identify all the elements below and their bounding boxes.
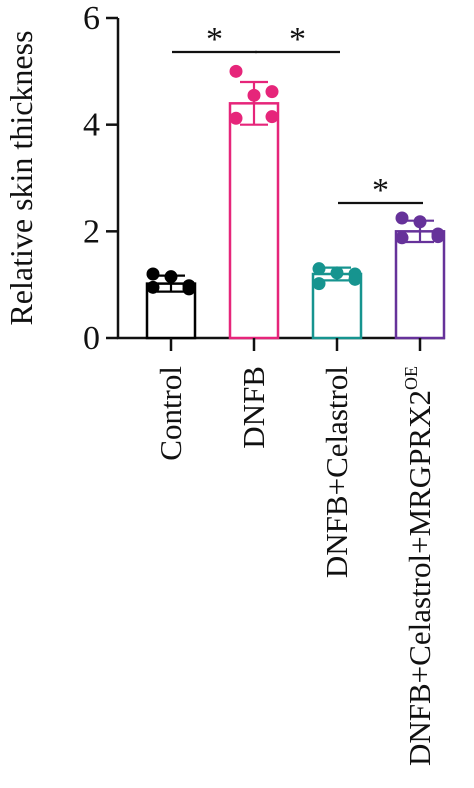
y-tick-label: 2 [83, 213, 100, 250]
x-tick-label: Control [153, 366, 188, 461]
data-point [413, 215, 427, 229]
bar [394, 230, 446, 340]
y-tick-label: 0 [83, 320, 100, 357]
y-tick-label: 6 [83, 0, 100, 37]
data-point [348, 272, 362, 286]
data-point [312, 277, 326, 291]
y-axis-title: Relative skin thickness [3, 30, 39, 325]
data-point [395, 231, 409, 245]
bars: Control DNFB DNFB+Celastrol DNFB+Celastrol+… [145, 64, 446, 766]
x-tick-label: DNFB [236, 366, 271, 449]
bar [228, 102, 280, 340]
data-point [146, 267, 160, 281]
x-tick-label: DNFB+Celastrol [319, 366, 354, 578]
data-point [431, 230, 445, 244]
y-tick-label: 4 [83, 107, 100, 144]
data-point [164, 270, 178, 284]
significance-label: * [289, 21, 306, 58]
data-point [146, 280, 160, 294]
data-point [229, 64, 243, 78]
significance-label: * [372, 172, 389, 209]
data-point [182, 279, 196, 293]
x-tick-label: DNFB+Celastrol+MRGPRX2OE [401, 366, 437, 766]
significance-label: * [206, 21, 223, 58]
data-point [229, 111, 243, 125]
data-point [247, 88, 261, 102]
data-point [312, 262, 326, 276]
data-point [265, 85, 279, 99]
data-point [330, 266, 344, 280]
data-point [395, 211, 409, 225]
significance-brackets: * * * [172, 21, 423, 209]
data-point [265, 110, 279, 124]
